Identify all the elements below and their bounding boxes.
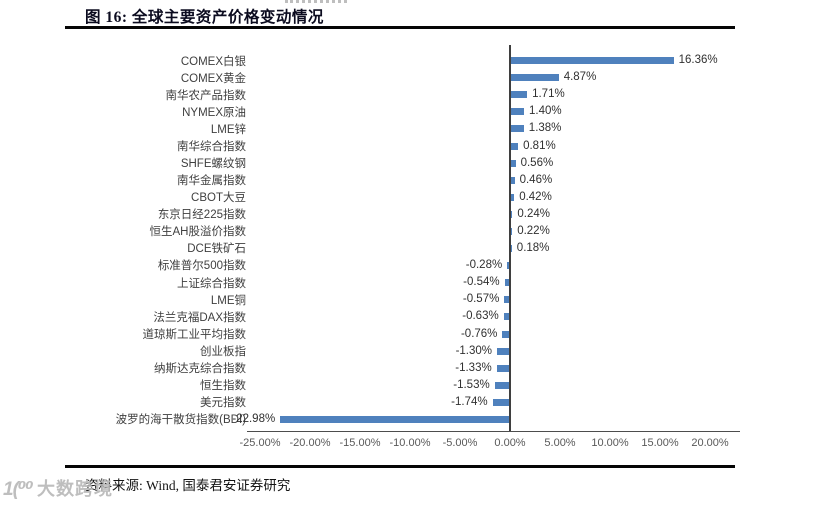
bar [510, 245, 512, 253]
x-tick-label: -15.00% [339, 437, 381, 449]
category-label: 标准普尔500指数 [157, 260, 246, 273]
category-label: 道琼斯工业平均指数 [142, 328, 247, 341]
bar [510, 210, 513, 218]
bar [496, 364, 510, 372]
category-label: COMEX黄金 [180, 72, 246, 85]
bar-value-label: -0.63% [462, 310, 499, 323]
category-label: LME锌 [210, 123, 246, 136]
bar-value-label: -1.53% [453, 378, 490, 391]
bar [494, 381, 510, 389]
bar-value-label: -0.28% [465, 259, 503, 272]
bar-value-label: 0.46% [519, 173, 553, 186]
category-label: 恒生AH股溢价指数 [149, 226, 246, 239]
figure-title: 图 16: 全球主要资产价格变动情况 [85, 9, 324, 26]
bar-value-label: -1.33% [455, 361, 492, 374]
watermark: 1(⁰⁰ 大数跨境 [3, 475, 113, 501]
bar-value-label: -1.74% [451, 395, 488, 408]
x-tick-label: 0.00% [494, 437, 526, 449]
bar-value-label: 1.71% [532, 88, 565, 101]
bar-value-label: 16.36% [678, 54, 718, 67]
category-label: 纳斯达克综合指数 [154, 362, 246, 375]
watermark-text: 大数跨境 [37, 479, 113, 499]
title-divider-rule [65, 26, 735, 29]
bar-value-label: 0.56% [520, 156, 554, 169]
cropped-text-remnant [285, 0, 347, 3]
x-axis-baseline [247, 431, 740, 433]
bar-value-label: 0.81% [523, 139, 556, 152]
bar [510, 57, 674, 65]
bar-value-label: 0.42% [519, 190, 552, 203]
category-label: 南华金属指数 [177, 175, 246, 188]
category-label: NYMEX原油 [182, 106, 246, 119]
bar [510, 159, 516, 167]
category-label: LME铜 [210, 294, 246, 307]
bar-value-label: -1.30% [455, 344, 492, 357]
bar-value-label: 0.22% [517, 224, 550, 237]
x-tick-label: 15.00% [641, 437, 679, 449]
category-label: 上证综合指数 [177, 277, 246, 290]
bar [510, 142, 519, 150]
bar [502, 330, 510, 338]
bar [507, 262, 510, 270]
zero-axis-line [509, 45, 511, 432]
x-tick-label: 10.00% [591, 437, 629, 449]
category-label: SHFE螺纹钢 [180, 158, 246, 170]
category-label: 南华综合指数 [177, 140, 246, 153]
x-tick-label: -5.00% [442, 437, 478, 449]
bar [510, 74, 559, 82]
category-label: COMEX白银 [180, 55, 246, 68]
bar-value-label: -0.76% [460, 327, 498, 340]
bar-value-label: 1.38% [528, 122, 562, 135]
bar [510, 227, 513, 235]
x-tick-label: 5.00% [544, 437, 576, 449]
source-note: 资料来源: Wind, 国泰君安证券研究 [85, 478, 291, 493]
bar-value-label: 0.24% [517, 207, 550, 220]
category-axis-labels: COMEX白银 COMEX黄金南华农产品指数 NYMEX原油 LME锌南华综合指数 SH… [0, 52, 246, 428]
bar-value-label: -22.98% [232, 412, 276, 425]
watermark-logo: 1(⁰⁰ [3, 479, 34, 500]
bar [510, 193, 515, 201]
plot-area: 16.36% 4.87% 1.71% 1.40% 1.38% 0.81% 0.56% 0.46… [232, 52, 717, 428]
category-label: 法兰克福DAX指数 [153, 311, 246, 324]
bar [510, 176, 515, 184]
bar [510, 125, 524, 133]
x-tick-label: -10.00% [389, 437, 431, 449]
category-label: DCE铁矿石 [187, 243, 246, 256]
bar-value-label: -0.54% [463, 276, 500, 289]
category-label: 美元指数 [200, 397, 246, 410]
x-tick-label: 20.00% [691, 437, 729, 449]
footer-divider-rule [65, 465, 735, 468]
x-axis-tick-labels: -25.00% -20.00% -15.00% -10.00% -5.00% 0.00% 5… [240, 437, 729, 451]
bar [497, 347, 510, 355]
bar-value-label: 0.18% [516, 242, 550, 255]
horizontal-bar-chart: COMEX白银 COMEX黄金南华农产品指数 NYMEX原油 LME锌南华综合指数 SH… [0, 45, 740, 451]
category-label: 创业板指 [200, 345, 246, 358]
bar [504, 296, 510, 304]
category-label: 东京日经225指数 [157, 209, 246, 222]
x-tick-label: -25.00% [239, 437, 281, 449]
bar [280, 415, 510, 423]
x-tick-label: -20.00% [289, 437, 331, 449]
category-label: 南华农产品指数 [165, 89, 247, 102]
bar [510, 91, 528, 99]
bar-value-label: 4.87% [563, 71, 597, 84]
category-label: 恒生指数 [200, 380, 246, 393]
category-label: 波罗的海干散货指数(BDI) [115, 414, 246, 427]
bar-value-label: 1.40% [529, 105, 562, 118]
bar [503, 313, 510, 321]
bar [510, 108, 524, 116]
category-label: CBOT大豆 [191, 192, 246, 205]
bar-value-label: -0.57% [462, 293, 500, 306]
bar [492, 398, 510, 406]
bar [504, 279, 510, 287]
